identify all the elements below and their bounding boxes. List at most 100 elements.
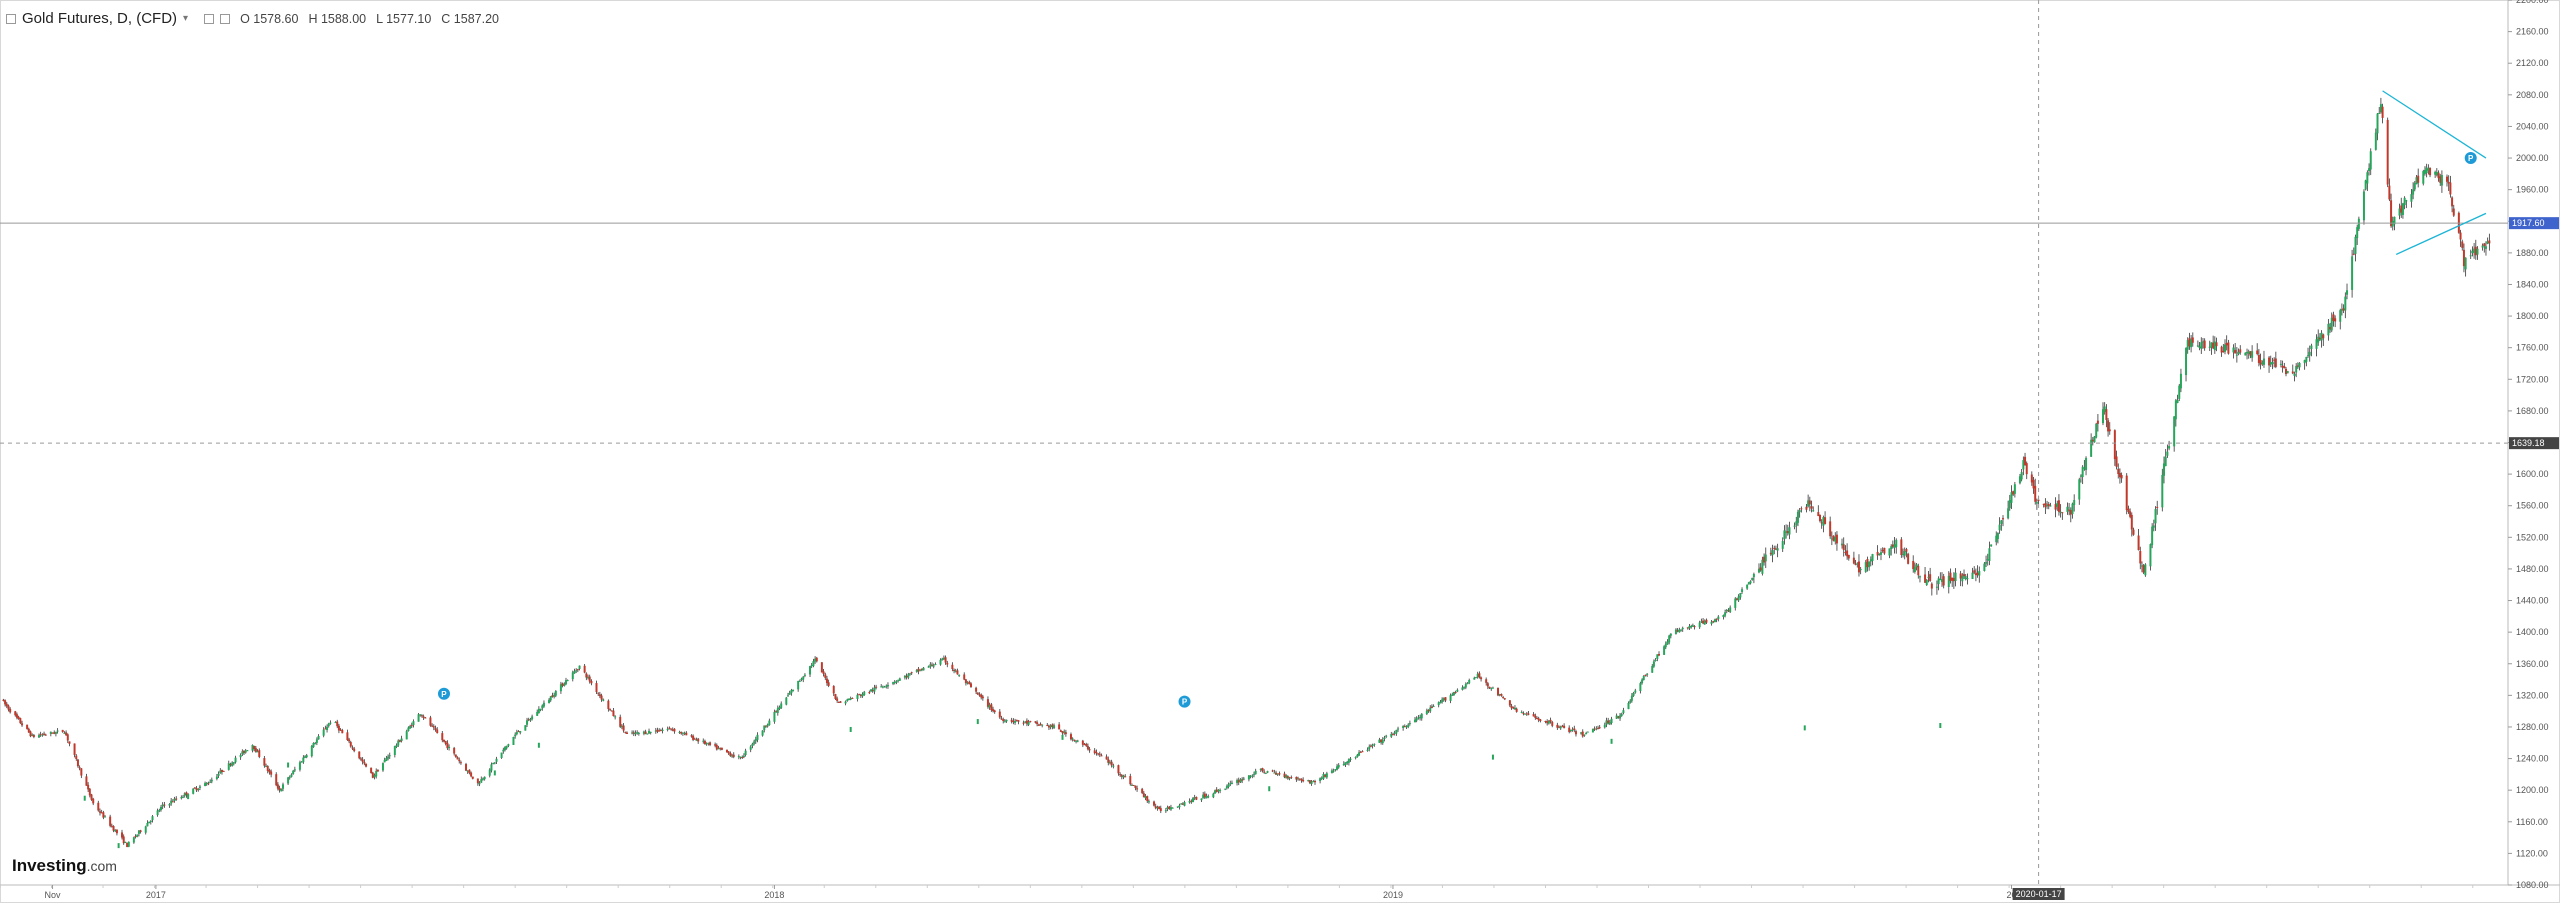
candle-up (1342, 763, 1345, 766)
candle-up (786, 695, 789, 697)
candle-up (2186, 340, 2189, 350)
candle-down (2318, 337, 2321, 340)
candle-down (1900, 539, 1903, 556)
candle-up (1691, 625, 1694, 627)
candle-up (1812, 510, 1815, 512)
candle-up (1996, 532, 1999, 539)
instrument-title[interactable]: Gold Futures, D, (CFD) (22, 10, 178, 27)
candle-up (2422, 171, 2425, 184)
candle-down (2012, 491, 2015, 495)
candle-up (1003, 721, 1006, 723)
candle-down (1427, 709, 1430, 712)
candle-down (632, 732, 635, 734)
candle-down (2390, 200, 2393, 227)
candle-up (2083, 467, 2086, 469)
candle-up (578, 665, 581, 669)
candle-down (85, 776, 88, 786)
candle-down (193, 787, 196, 789)
candle-down (2234, 350, 2237, 354)
eye-icon[interactable] (204, 13, 215, 24)
collapse-legend-icon[interactable] (6, 13, 16, 24)
candle-down (1061, 731, 1064, 734)
candle-down (1022, 722, 1025, 724)
candle-up (1902, 553, 1905, 555)
candle-up (148, 821, 151, 824)
candle-down (561, 683, 564, 686)
candle-up (2473, 248, 2476, 253)
candle-up (231, 762, 234, 767)
candle-down (1844, 552, 1847, 554)
candle-down (1195, 796, 1198, 800)
candle-down (429, 717, 432, 726)
candle-down (5, 703, 8, 707)
candle-up (773, 711, 776, 722)
candle-up (1630, 695, 1633, 701)
candle-up (1347, 759, 1350, 763)
candle-up (903, 675, 906, 678)
candle-up (480, 779, 483, 783)
candle-up (886, 684, 889, 687)
candle-up (768, 720, 771, 726)
last-price-tag (2509, 217, 2559, 230)
candle-up (241, 751, 244, 755)
candle-down (222, 770, 225, 772)
candle-up (505, 745, 508, 749)
candle-down (1105, 756, 1108, 760)
candle-up (519, 731, 522, 733)
candle-up (2308, 351, 2311, 356)
candle-up (897, 679, 900, 681)
candle-down (1124, 776, 1127, 778)
candle-down (1715, 618, 1718, 620)
close-icon[interactable] (220, 13, 231, 24)
candle-up (1200, 798, 1203, 801)
candle-down (1644, 674, 1647, 676)
candle-down (685, 732, 688, 736)
candle-down (1712, 621, 1715, 623)
candle-up (537, 708, 540, 714)
candle-up (281, 784, 284, 789)
candle-up (2339, 310, 2342, 322)
candle-down (576, 669, 579, 671)
candle-up (1144, 796, 1147, 799)
candle-down (351, 747, 354, 749)
candle-down (2130, 514, 2133, 530)
candle-down (276, 784, 279, 789)
candle-up (1985, 562, 1988, 564)
candle-up (1995, 535, 1998, 543)
candle-down (14, 711, 17, 716)
price-tick-label: 1960.00 (2516, 185, 2549, 195)
candle-down (1835, 534, 1838, 544)
candle-down (656, 729, 659, 732)
candle-up (495, 758, 498, 762)
candle-up (2279, 363, 2282, 365)
candle-down (626, 732, 628, 734)
candle-down (1705, 619, 1708, 623)
candle-down (2352, 253, 2355, 255)
chevron-down-icon[interactable]: ▾ (183, 13, 189, 24)
candle-down (610, 710, 613, 712)
candle-up (1183, 802, 1186, 806)
candle-up (844, 701, 847, 704)
candle-down (9, 709, 12, 713)
candle-up (849, 726, 852, 732)
candle-up (2298, 362, 2301, 368)
candle-up (507, 744, 510, 746)
candle-down (1300, 778, 1303, 781)
candle-up (966, 682, 969, 684)
candle-up (493, 770, 496, 776)
candle-up (717, 748, 720, 750)
candle-down (2142, 565, 2145, 573)
candle-down (19, 718, 22, 724)
candle-up (1841, 543, 1844, 546)
candle-up (209, 781, 212, 783)
candle-up (2286, 370, 2289, 374)
candle-up (934, 664, 937, 666)
candle-down (2113, 430, 2116, 460)
candle-up (2346, 290, 2349, 295)
candle-up (1734, 598, 1737, 608)
candle-down (126, 842, 129, 848)
candle-up (265, 765, 268, 767)
candle-down (2227, 342, 2230, 354)
